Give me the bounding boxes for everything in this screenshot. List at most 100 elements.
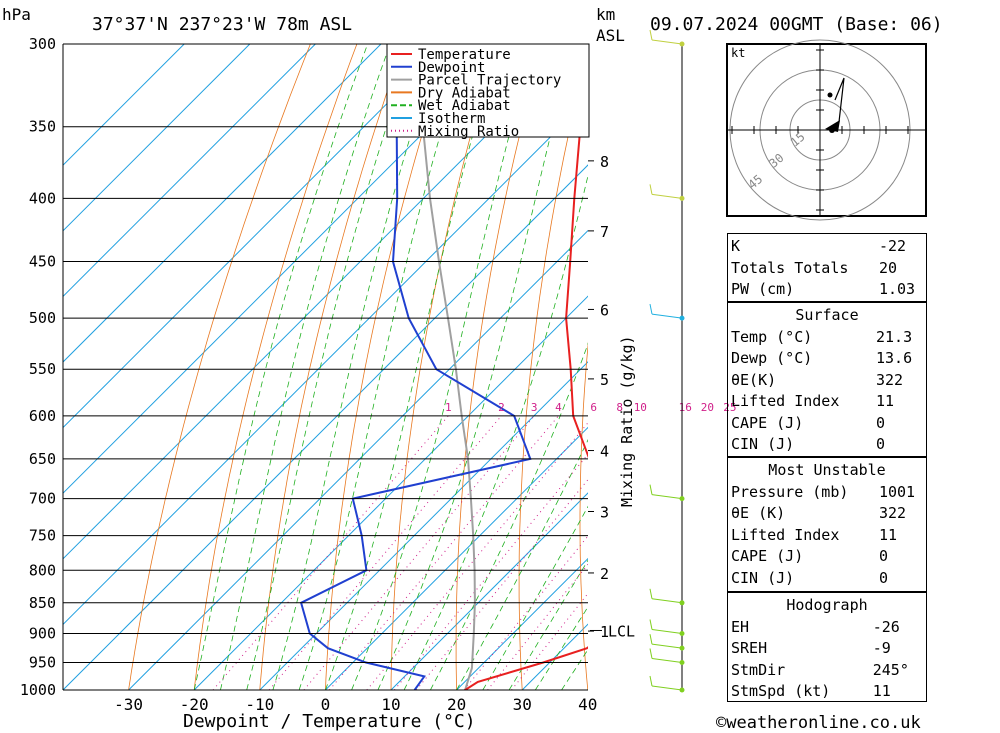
- legend-label: Mixing Ratio: [418, 124, 519, 140]
- x-tick-label: -30: [114, 695, 143, 714]
- height-unit-km: km: [596, 5, 615, 24]
- surface-row-label: CIN (J): [731, 435, 795, 453]
- pressure-tick-label: 450: [29, 253, 56, 271]
- pressure-tick-label: 350: [29, 118, 56, 136]
- x-tick-label: 40: [578, 695, 597, 714]
- k-value: -22: [878, 237, 907, 255]
- mixing-ratio-label: 3: [531, 401, 538, 414]
- surface-table: Surface Temp (°C) 21.3 Dewp (°C) 13.6 θE(K…: [727, 305, 927, 456]
- axes: [62, 43, 588, 691]
- dry-adiabat-line: [959, 44, 1000, 690]
- mixing-ratio-label: 1: [445, 401, 452, 414]
- hodograph-storm-arrow: [825, 120, 840, 132]
- mu-row-label: CIN (J): [731, 568, 795, 587]
- mu-row-value: 1001: [878, 482, 916, 501]
- wind-barb: [651, 193, 683, 199]
- indices-box: [727, 233, 927, 302]
- mu-row-value: 0: [878, 568, 888, 587]
- pressure-tick-label: 950: [29, 653, 56, 671]
- wind-barb: [651, 643, 683, 649]
- most-unstable-table: Most Unstable Pressure (mb) 1001 θE (K) 32…: [727, 460, 927, 589]
- isotherm-line: [63, 44, 513, 494]
- copyright: ©weatheronline.co.uk: [716, 713, 921, 733]
- indices-table: K -22 Totals Totals 20 PW (cm) 1.03: [727, 236, 927, 301]
- surface-row-label: θE(K): [731, 370, 777, 389]
- surface-row-label: Dewp (°C): [731, 349, 813, 367]
- mixing-ratio-label: 2: [498, 401, 505, 414]
- height-tick-label: 1: [600, 623, 609, 641]
- wet-adiabat-line: [298, 44, 469, 690]
- pressure-tick-label: 300: [29, 35, 56, 53]
- wind-barb-flag: [649, 303, 653, 315]
- surface-row-value: 11: [876, 392, 895, 410]
- isotherm-line: [325, 426, 588, 690]
- wind-barb: [651, 39, 683, 45]
- location-title: 37°37'N 237°23'W 78m ASL: [92, 14, 352, 35]
- legend-label: Wet Adiabat: [418, 98, 511, 114]
- wind-barb-flag: [649, 619, 653, 630]
- mu-row-label: Lifted Index: [731, 525, 840, 544]
- wet-adiabat-line: [246, 44, 415, 690]
- height-unit-asl: ASL: [596, 26, 625, 45]
- pw-label: PW (cm): [731, 280, 795, 298]
- surface-row-value: 0: [876, 435, 886, 453]
- x-tick-label: -20: [180, 695, 209, 714]
- isotherm-line: [456, 557, 588, 690]
- mixing-ratio-label: 4: [555, 401, 562, 414]
- height-tick-label: 3: [600, 503, 609, 521]
- most-unstable-title: Most Unstable: [768, 461, 886, 479]
- isotherm-line: [63, 44, 382, 363]
- hodograph-box: [727, 592, 927, 702]
- pressure-tick-label: 500: [29, 309, 56, 327]
- mu-row-label: θE (K): [731, 504, 786, 522]
- height-tick-label: 5: [600, 371, 609, 389]
- pressure-tick-label: 800: [29, 561, 56, 579]
- pressure-tick-label: 600: [29, 407, 56, 425]
- wind-barb-flag: [649, 588, 653, 599]
- surface-row-label: CAPE (J): [731, 413, 804, 432]
- mu-row-label: Pressure (mb): [731, 482, 849, 501]
- dry-adiabat-line: [639, 44, 682, 690]
- wind-barb: [651, 598, 683, 604]
- legend-label: Dry Adiabat: [418, 85, 511, 101]
- mixing-ratio-label: 6: [590, 401, 597, 414]
- pressure-tick-label: 750: [29, 527, 56, 545]
- wet-adiabat-line: [220, 44, 391, 690]
- surface-row-value: 13.6: [876, 349, 913, 367]
- isotherm-line: [63, 44, 185, 166]
- wind-barb: [651, 628, 683, 634]
- isotherm-line: [63, 44, 447, 429]
- legend-label: Isotherm: [418, 111, 485, 127]
- tt-value: 20: [878, 258, 897, 277]
- mixing-ratio-label: 20: [701, 401, 714, 414]
- hodo-row-label: SREH: [731, 639, 768, 657]
- mu-row-value: 322: [878, 504, 907, 522]
- hodo-row-value: -26: [872, 617, 900, 636]
- x-tick-label: 30: [513, 695, 532, 714]
- dry-adiabat-line: [128, 44, 311, 690]
- wet-adiabat-line: [272, 44, 441, 690]
- mu-row-value: 11: [878, 525, 897, 544]
- isotherm-line: [390, 492, 588, 690]
- pressure-tick-label: 900: [29, 624, 56, 642]
- wind-barb-flag: [649, 648, 653, 659]
- wind-barb: [651, 494, 683, 500]
- hodo-row-label: StmDir: [731, 660, 786, 679]
- isotherm-line: [128, 229, 588, 690]
- mu-row-label: CAPE (J): [731, 547, 804, 565]
- surface-row-value: 0: [876, 413, 886, 432]
- mixing-ratio-axis-label: Mixing Ratio (g/kg): [618, 335, 636, 507]
- mu-row-value: 0: [878, 547, 888, 565]
- pressure-tick-label: 650: [29, 450, 56, 468]
- surface-title: Surface: [795, 306, 859, 324]
- wet-adiabat-line: [325, 44, 500, 690]
- wind-barb-flag: [649, 484, 653, 495]
- mixing-ratio-line: [268, 415, 502, 690]
- k-label: K: [731, 237, 741, 255]
- isotherm-line: [63, 44, 316, 298]
- pressure-tick-label: 700: [29, 490, 56, 508]
- mixing-ratio-label: 8: [616, 401, 623, 414]
- wind-barb-flag: [649, 675, 653, 687]
